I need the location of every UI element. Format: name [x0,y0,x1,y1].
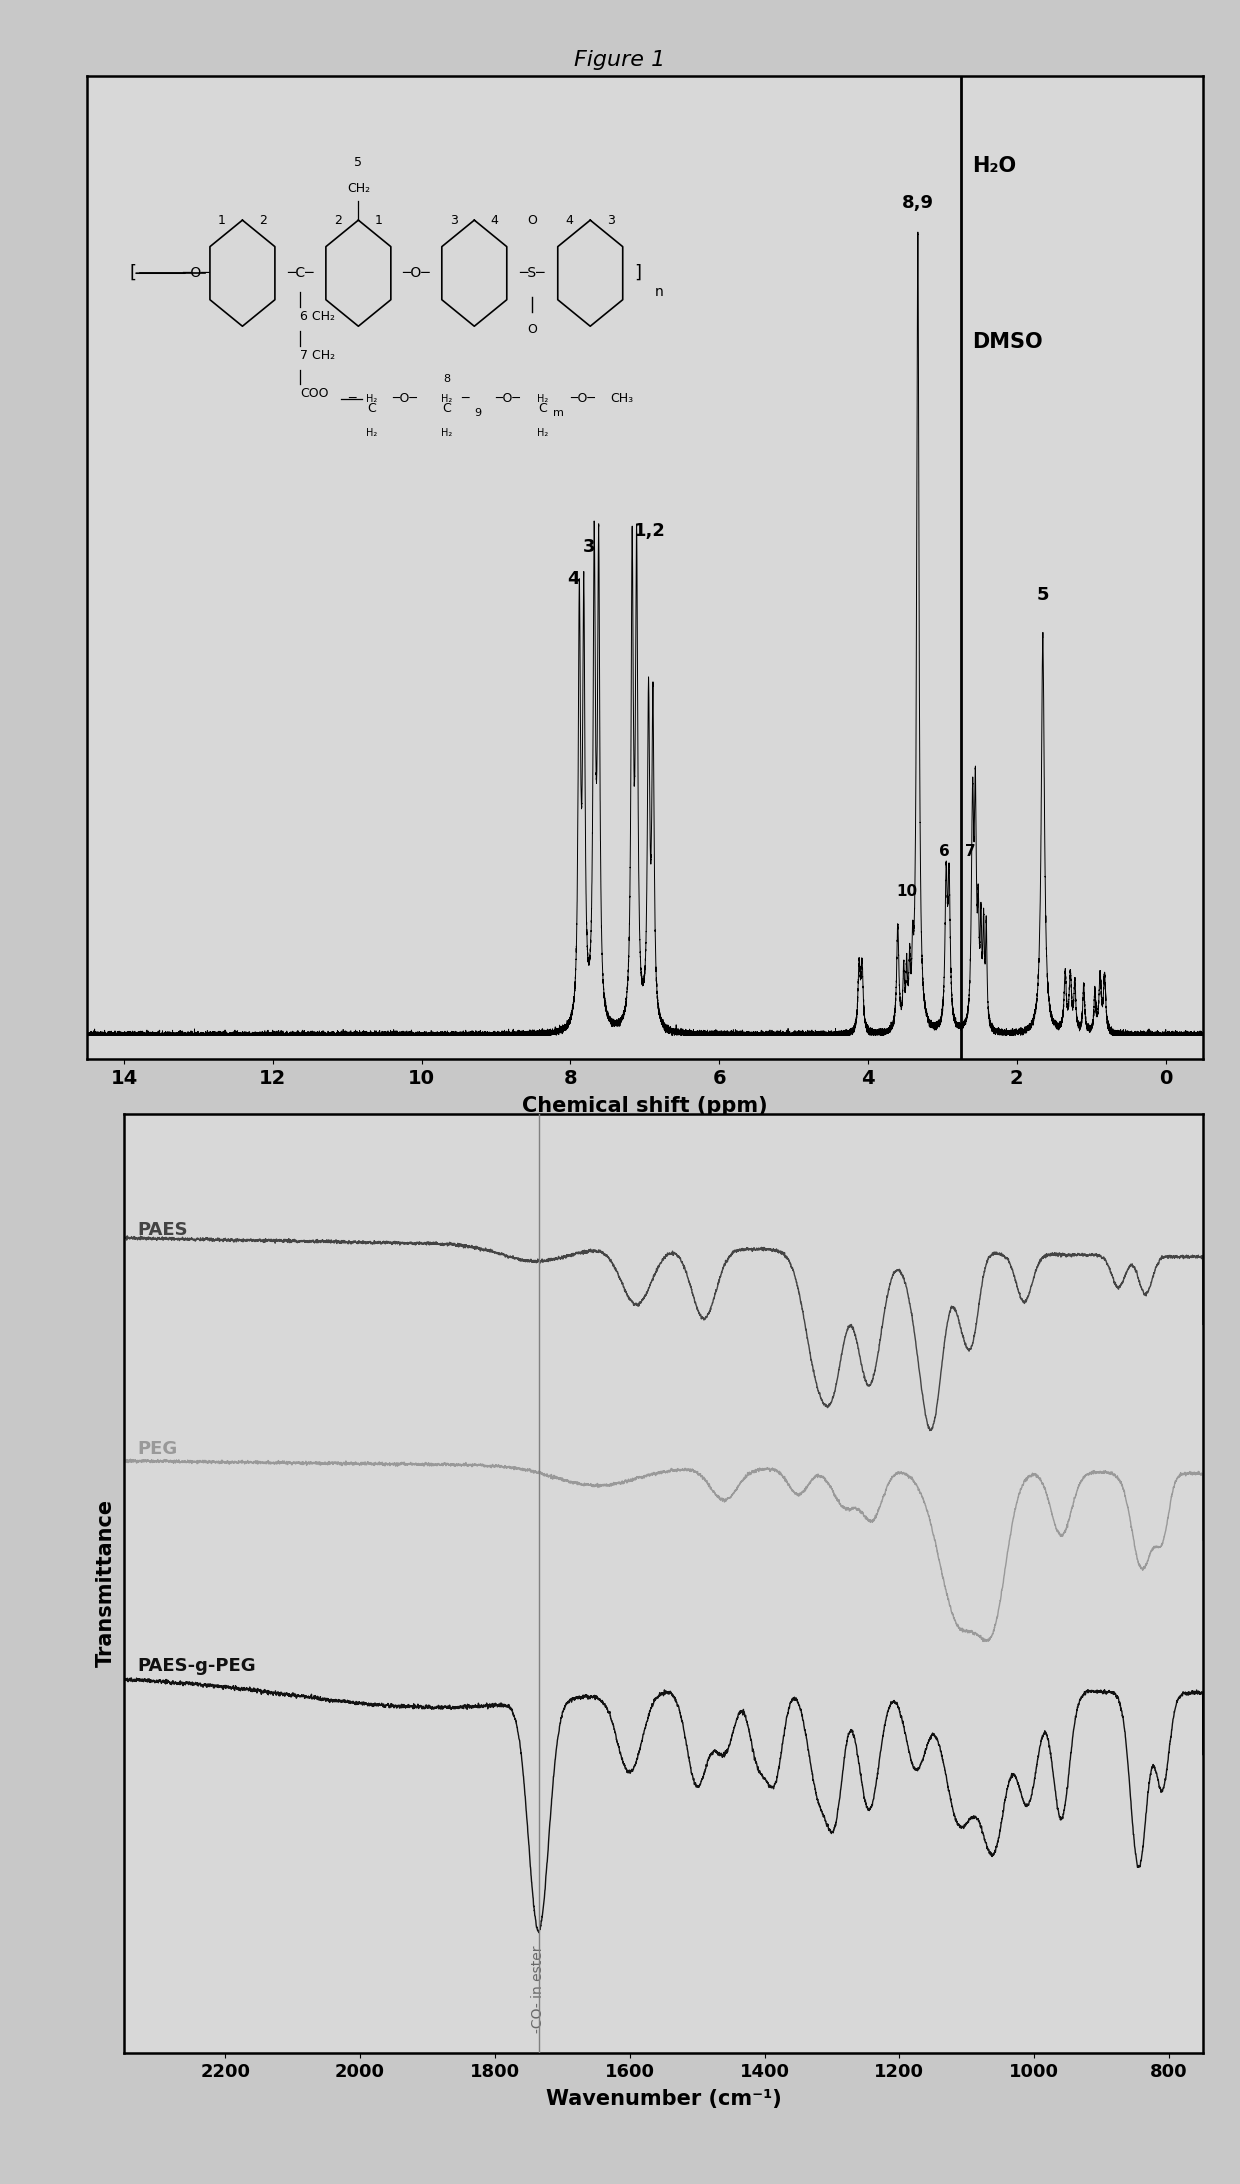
Text: ─O─: ─O─ [392,393,418,404]
Y-axis label: Transmittance: Transmittance [95,1500,115,1666]
Text: 7: 7 [966,845,976,860]
Text: COO: COO [300,387,329,400]
Text: 6: 6 [939,845,950,860]
Text: CH₂: CH₂ [347,181,370,194]
Text: PEG: PEG [138,1441,177,1459]
Text: Figure 1: Figure 1 [574,50,666,70]
Text: O: O [527,214,537,227]
Text: 7 CH₂: 7 CH₂ [300,349,336,363]
Text: 2: 2 [334,214,342,227]
Text: 3: 3 [583,537,595,557]
Text: DMSO: DMSO [972,332,1043,352]
Text: ─O─: ─O─ [403,266,430,280]
Text: C: C [443,402,451,415]
Text: 4: 4 [567,570,579,587]
X-axis label: Chemical shift (ppm): Chemical shift (ppm) [522,1096,768,1116]
Text: 3: 3 [450,214,458,227]
Text: H₂: H₂ [537,393,548,404]
Text: 10: 10 [897,885,918,900]
Text: -CO- in ester: -CO- in ester [531,1946,544,2033]
Text: PAES-g-PEG: PAES-g-PEG [138,1658,257,1675]
Text: ─O─: ─O─ [570,393,595,404]
Text: 4: 4 [491,214,498,227]
Text: C: C [367,402,377,415]
Text: [: [ [130,264,136,282]
Text: C: C [538,402,547,415]
Text: H₂: H₂ [441,393,453,404]
Text: ─S─: ─S─ [520,266,546,280]
Text: ─: ─ [347,393,356,404]
Text: 9: 9 [474,408,481,417]
Text: n: n [655,286,663,299]
Text: 8: 8 [444,373,450,384]
Text: H₂: H₂ [441,428,453,437]
Text: PAES: PAES [138,1221,188,1238]
Text: ]: ] [635,264,641,282]
Text: 5: 5 [355,155,362,168]
Text: ─C─: ─C─ [288,266,314,280]
Text: 8,9: 8,9 [901,194,934,212]
Text: CH₃: CH₃ [611,393,634,404]
Text: 1: 1 [374,214,383,227]
X-axis label: Wavenumber (cm⁻¹): Wavenumber (cm⁻¹) [546,2090,781,2110]
Text: ─O─: ─O─ [495,393,520,404]
Text: ─: ─ [461,393,469,404]
Text: 1: 1 [218,214,226,227]
Text: m: m [553,408,564,417]
Text: H₂: H₂ [366,393,378,404]
Text: H₂: H₂ [366,428,378,437]
Text: H₂O: H₂O [972,157,1017,177]
Text: 5: 5 [1037,585,1049,603]
Text: 6 CH₂: 6 CH₂ [300,310,335,323]
Text: 4: 4 [565,214,574,227]
Text: 3: 3 [606,214,615,227]
Text: 1,2: 1,2 [634,522,666,539]
Text: H₂: H₂ [537,428,548,437]
Text: O: O [527,323,537,336]
Text: ─O─: ─O─ [182,266,210,280]
Text: 2: 2 [259,214,267,227]
